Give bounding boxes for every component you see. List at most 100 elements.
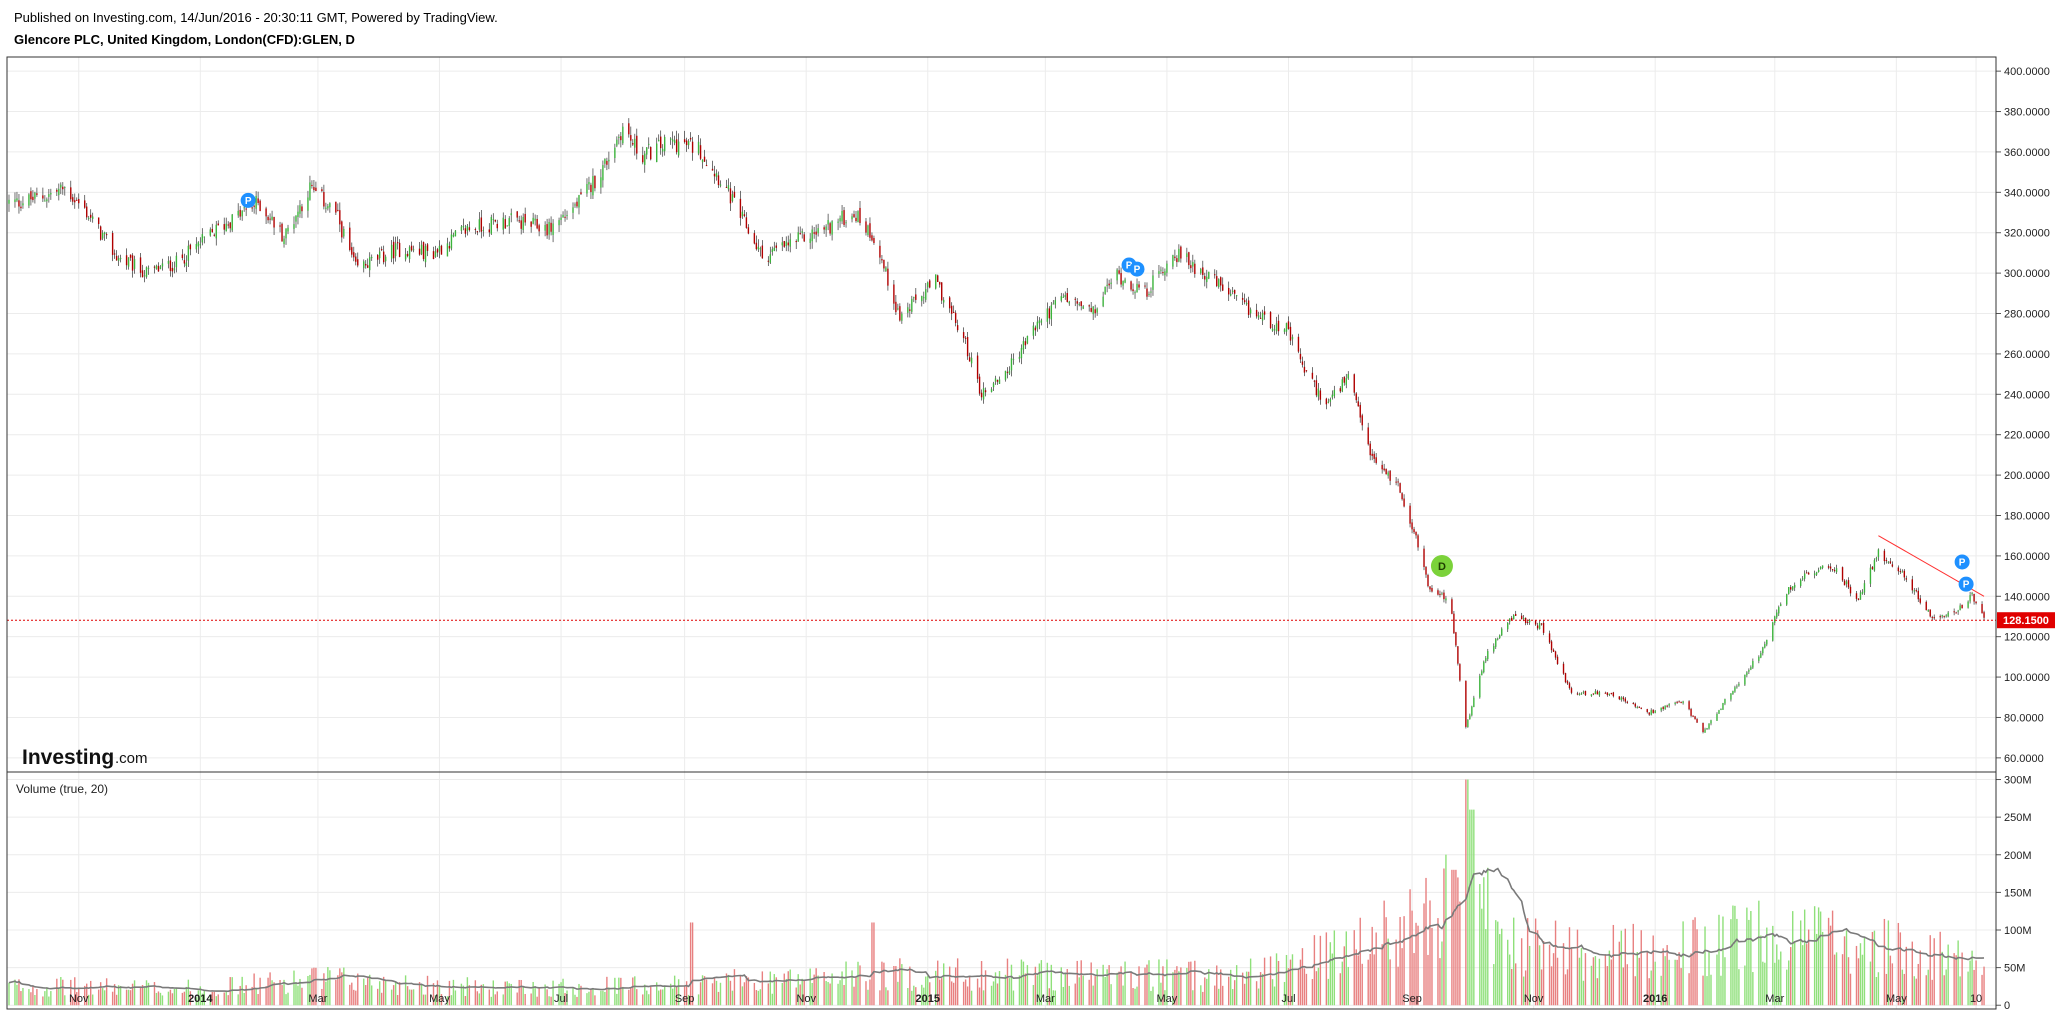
candle bbox=[1214, 269, 1216, 279]
candle-body bbox=[939, 281, 941, 285]
candle-body bbox=[1481, 671, 1483, 676]
candle bbox=[1004, 370, 1007, 382]
volume-bar bbox=[139, 986, 142, 1006]
candle bbox=[1361, 413, 1363, 431]
volume-bar bbox=[673, 975, 676, 1006]
volume-bar bbox=[1383, 900, 1385, 1006]
volume-bar bbox=[1445, 854, 1447, 1006]
candle-body bbox=[1381, 464, 1383, 470]
volume-bar bbox=[1855, 945, 1858, 1006]
candle bbox=[743, 209, 746, 218]
volume-bar bbox=[1441, 941, 1443, 1006]
volume-bar bbox=[968, 976, 971, 1006]
candle-body bbox=[823, 227, 825, 230]
volume-bar bbox=[586, 993, 588, 1006]
candle bbox=[32, 190, 34, 203]
candle-body bbox=[566, 215, 568, 217]
candle-body bbox=[1813, 573, 1816, 576]
volume-bar bbox=[1564, 974, 1567, 1006]
candle bbox=[145, 266, 148, 279]
volume-bar bbox=[1152, 986, 1154, 1006]
candle-body bbox=[1716, 713, 1718, 721]
volume-bar bbox=[1479, 884, 1481, 1006]
volume-bar bbox=[327, 967, 329, 1006]
candle bbox=[705, 159, 708, 167]
volume-bar bbox=[1606, 966, 1609, 1006]
candle-body bbox=[1343, 376, 1345, 383]
candle bbox=[1805, 570, 1808, 574]
candle-body bbox=[1024, 341, 1027, 346]
candle-body bbox=[560, 217, 562, 220]
volume-bar bbox=[1654, 961, 1656, 1006]
volume-bar bbox=[1566, 969, 1569, 1006]
candle bbox=[767, 256, 770, 267]
candle-body bbox=[1845, 581, 1848, 584]
candle bbox=[1596, 689, 1599, 695]
volume-bar bbox=[845, 961, 847, 1006]
candle-body bbox=[147, 267, 150, 269]
candle-body bbox=[64, 187, 66, 189]
volume-bar bbox=[16, 984, 18, 1006]
candle bbox=[1512, 614, 1515, 620]
candle bbox=[982, 382, 985, 404]
candle-body bbox=[925, 289, 927, 300]
volume-bar bbox=[1172, 972, 1174, 1006]
candle-body bbox=[699, 145, 702, 159]
volume-bar bbox=[1094, 976, 1096, 1006]
candle-body bbox=[111, 232, 114, 255]
volume-bar bbox=[494, 994, 496, 1006]
candle bbox=[30, 187, 32, 206]
symbol-title: Glencore PLC, United Kingdom, London(CFD… bbox=[14, 32, 355, 47]
candle-body bbox=[669, 138, 672, 140]
volume-bar bbox=[1766, 927, 1768, 1006]
candle-body bbox=[1313, 380, 1316, 382]
volume-bar bbox=[658, 990, 660, 1006]
candle-body bbox=[30, 191, 32, 200]
volume-bar bbox=[576, 996, 578, 1006]
candle bbox=[301, 203, 303, 219]
candle bbox=[1841, 566, 1844, 582]
candle bbox=[436, 247, 439, 257]
volume-bar bbox=[741, 986, 744, 1006]
candle-body bbox=[434, 251, 437, 257]
candle bbox=[480, 209, 483, 239]
candle bbox=[648, 137, 650, 149]
candle bbox=[1967, 600, 1969, 609]
volume-bar bbox=[90, 980, 92, 1006]
candle bbox=[1481, 669, 1483, 676]
candle bbox=[1487, 648, 1489, 662]
volume-bar bbox=[1947, 944, 1949, 1006]
candle bbox=[1387, 470, 1389, 479]
candle-body bbox=[634, 138, 636, 148]
candle bbox=[815, 224, 817, 243]
volume-bar bbox=[1803, 909, 1806, 1006]
candle-body bbox=[1441, 593, 1443, 595]
candle-body bbox=[1807, 572, 1810, 575]
last-price-tag-text: 128.1500 bbox=[2003, 615, 2049, 627]
volume-bar bbox=[927, 975, 929, 1006]
candle bbox=[225, 217, 227, 232]
candle bbox=[269, 213, 271, 225]
candle bbox=[1750, 665, 1752, 671]
candle-body bbox=[115, 255, 118, 261]
volume-bar bbox=[1624, 928, 1627, 1006]
volume-bar bbox=[1261, 973, 1264, 1006]
volume-bar bbox=[1640, 930, 1642, 1006]
candle-body bbox=[1873, 560, 1876, 571]
candle bbox=[851, 213, 853, 223]
candle bbox=[871, 232, 873, 242]
candle-body bbox=[175, 255, 178, 268]
volume-bar bbox=[1724, 957, 1726, 1006]
candle bbox=[787, 235, 789, 252]
candle bbox=[1437, 588, 1439, 596]
candle-body bbox=[438, 245, 441, 252]
volume-bar bbox=[825, 980, 827, 1006]
volume-bar bbox=[189, 991, 192, 1006]
candle bbox=[1678, 700, 1680, 703]
candle-body bbox=[231, 214, 233, 231]
candle-body bbox=[1255, 309, 1258, 317]
candle-body bbox=[1247, 300, 1250, 315]
volume-bar bbox=[1548, 944, 1551, 1006]
